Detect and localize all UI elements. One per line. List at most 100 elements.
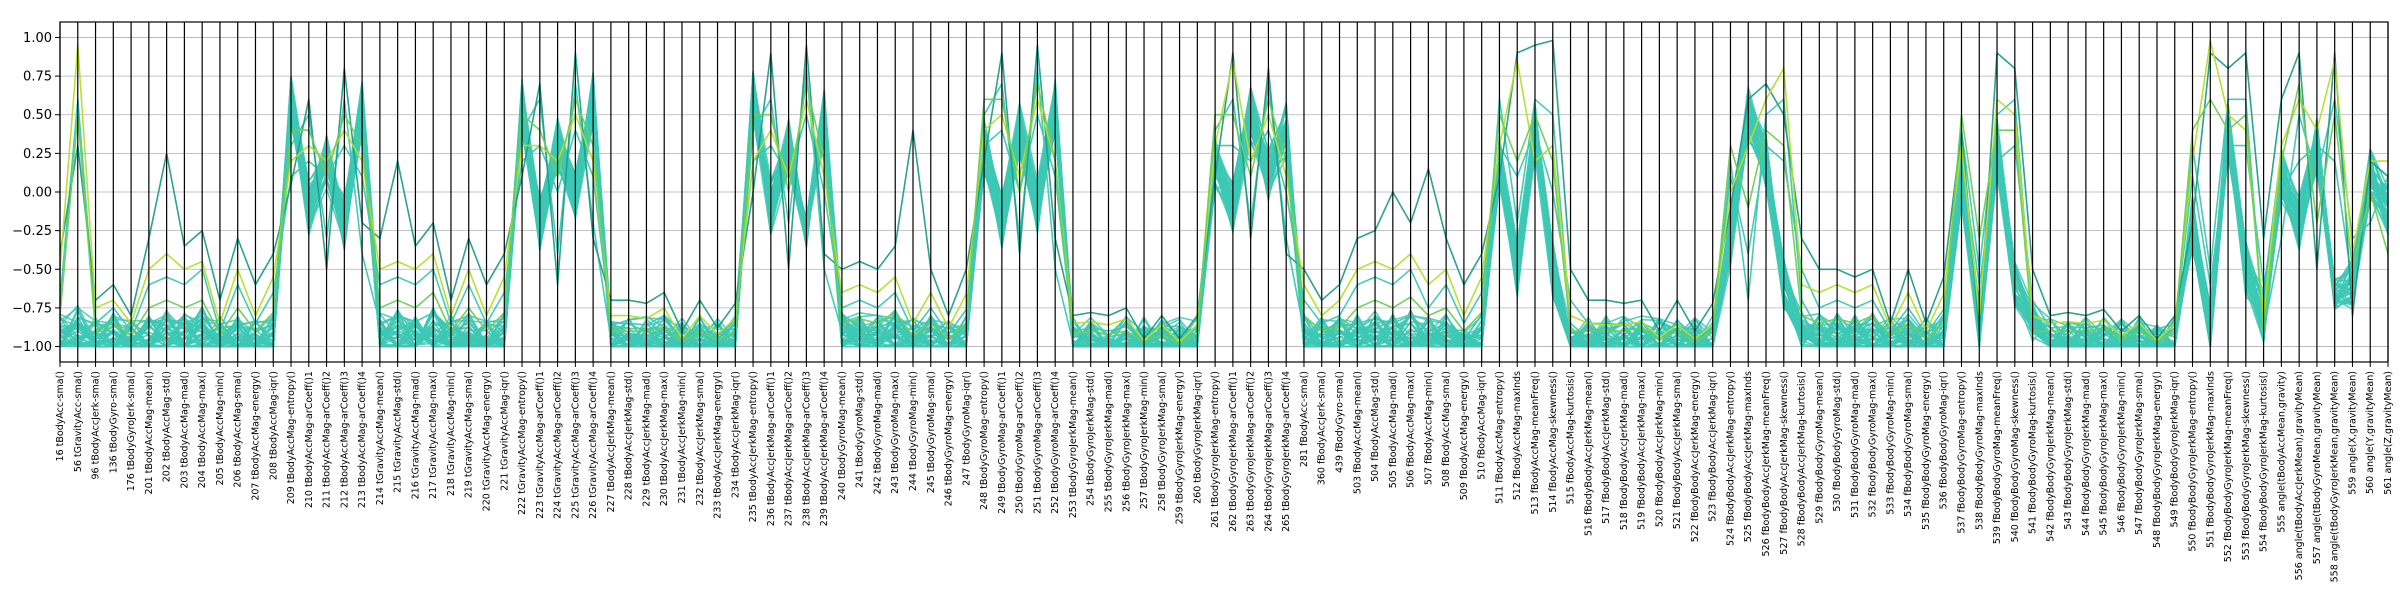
x-tick-label: 243 tBodyGyroMag-max() bbox=[890, 371, 901, 494]
x-tick-label: 528 fBodyBodyAccJerkMag-kurtosis() bbox=[1797, 371, 1808, 546]
x-tick-label: 555 angle(tBodyAccMean,gravity) bbox=[2276, 371, 2287, 533]
x-tick-label: 549 fBodyBodyGyroJerkMag-iqr() bbox=[2170, 371, 2181, 527]
x-tick-label: 542 fBodyBodyGyroJerkMag-mean() bbox=[2045, 371, 2056, 542]
x-tick-label: 534 fBodyBodyGyroMag-sma() bbox=[1903, 371, 1914, 517]
x-tick-label: 253 tBodyGyroJerkMag-mean() bbox=[1068, 371, 1079, 518]
x-tick-label: 506 fBodyAccMag-max() bbox=[1406, 371, 1417, 488]
y-axis: 1.00 0.75 0.50 0.25 0.00 −0.25 −0.50 −0.75 −1.00 bbox=[12, 31, 60, 355]
x-tick-label: 524 fBodyBodyAccJerkMag-entropy() bbox=[1725, 371, 1736, 546]
series-line bbox=[59, 39, 2388, 343]
x-tick-label: 217 tGravityAccMag-max() bbox=[428, 371, 439, 499]
series-line bbox=[59, 98, 2389, 345]
x-tick-label: 538 fBodyBodyGyroMag-maxInds bbox=[1974, 371, 1985, 530]
y-tick-label: −0.75 bbox=[12, 301, 52, 316]
x-tick-label: 522 fBodyBodyAccJerkMag-energy() bbox=[1690, 371, 1701, 542]
y-tick-label: −0.50 bbox=[12, 263, 52, 278]
x-tick-label: 219 tGravityAccMag-sma() bbox=[464, 371, 475, 498]
x-tick-label: 232 tBodyAccJerkMag-sma() bbox=[695, 371, 706, 506]
x-tick-label: 515 fBodyAccMag-kurtosis() bbox=[1566, 371, 1577, 504]
x-tick-label: 558 angle(tBodyGyroJerkMean,gravityMean) bbox=[2330, 371, 2341, 582]
x-tick-label: 222 tGravityAccMag-entropy() bbox=[517, 371, 528, 515]
x-tick-label: 224 tGravityAccMag-arCoeff()2 bbox=[553, 371, 564, 519]
x-tick-label: 260 tBodyGyroJerkMag-iqr() bbox=[1192, 371, 1203, 504]
y-tick-label: −1.00 bbox=[12, 340, 52, 355]
x-tick-label: 535 fBodyBodyGyroMag-energy() bbox=[1921, 371, 1932, 530]
x-tick-label: 252 tBodyGyroMag-arCoeff()4 bbox=[1050, 371, 1061, 514]
x-tick-label: 504 fBodyAccMag-std() bbox=[1370, 371, 1381, 482]
x-tick-label: 251 tBodyGyroMag-arCoeff()3 bbox=[1032, 371, 1043, 514]
x-tick-label: 550 fBodyBodyGyroJerkMag-entropy() bbox=[2188, 371, 2199, 552]
x-tick-label: 227 tBodyAccJerkMag-mean() bbox=[606, 371, 617, 513]
x-tick-label: 233 tBodyAccJerkMag-energy() bbox=[713, 371, 724, 519]
x-tick-label: 263 tBodyGyroJerkMag-arCoeff()2 bbox=[1246, 371, 1257, 532]
series-line bbox=[59, 98, 2389, 346]
x-tick-label: 255 tBodyGyroJerkMag-mad() bbox=[1103, 371, 1114, 512]
x-tick-label: 281 fBodyAcc-sma() bbox=[1299, 371, 1310, 467]
x-tick-label: 211 tBodyAccMag-arCoeff()2 bbox=[322, 371, 333, 508]
x-tick-label: 202 tBodyAccMag-std() bbox=[162, 371, 173, 482]
x-tick-label: 560 angle(Y,gravityMean) bbox=[2365, 371, 2376, 494]
x-tick-label: 514 fBodyAccMag-skewness() bbox=[1548, 371, 1559, 513]
x-tick-label: 533 fBodyBodyGyroMag-min() bbox=[1885, 371, 1896, 515]
x-tick-label: 136 tBodyGyro-sma() bbox=[108, 371, 119, 473]
x-tick-label: 262 tBodyGyroJerkMag-arCoeff()1 bbox=[1228, 371, 1239, 532]
y-tick-label: 0.50 bbox=[23, 108, 52, 123]
x-tick-label: 56 tGravityAcc-sma() bbox=[73, 371, 84, 472]
x-tick-label: 242 tBodyGyroMag-mad() bbox=[872, 371, 883, 494]
x-tick-label: 176 tBodyGyroJerk-sma() bbox=[126, 371, 137, 491]
x-tick-label: 237 tBodyAccJerkMag-arCoeff()2 bbox=[784, 371, 795, 526]
x-tick-label: 215 tGravityAccMag-std() bbox=[393, 371, 404, 493]
x-tick-label: 513 fBodyAccMag-meanFreq() bbox=[1530, 371, 1541, 514]
x-tick-label: 553 fBodyBodyGyroJerkMag-skewness() bbox=[2241, 371, 2252, 560]
x-axis-labels: 16 tBodyAcc-sma() 56 tGravityAcc-sma() 96 … bbox=[55, 362, 2394, 582]
x-tick-label: 527 fBodyBodyAccJerkMag-skewness() bbox=[1779, 371, 1790, 555]
x-tick-label: 529 fBodyBodyGyroMag-mean() bbox=[1814, 371, 1825, 524]
x-tick-label: 439 fBodyGyro-sma() bbox=[1335, 371, 1346, 473]
x-tick-label: 220 tGravityAccMag-energy() bbox=[482, 371, 493, 511]
x-tick-label: 231 tBodyAccJerkMag-min() bbox=[677, 371, 688, 504]
x-tick-label: 517 fBodyBodyAccJerkMag-std() bbox=[1601, 371, 1612, 524]
x-tick-label: 221 tGravityAccMag-iqr() bbox=[499, 371, 510, 491]
x-tick-label: 545 fBodyBodyGyroJerkMag-max() bbox=[2099, 371, 2110, 536]
x-tick-label: 254 tBodyGyroJerkMag-std() bbox=[1086, 371, 1097, 506]
x-tick-label: 228 tBodyAccJerkMag-std() bbox=[624, 371, 635, 500]
x-tick-label: 201 tBodyAccMag-mean() bbox=[144, 371, 155, 494]
x-tick-label: 235 tBodyAccJerkMag-entropy() bbox=[748, 371, 759, 522]
x-tick-label: 525 fBodyBodyAccJerkMag-maxInds bbox=[1743, 371, 1754, 542]
x-tick-label: 248 tBodyGyroMag-entropy() bbox=[979, 371, 990, 510]
x-tick-label: 556 angle(tBodyAccJerkMean),gravityMean) bbox=[2294, 371, 2305, 580]
y-tick-label: 0.00 bbox=[23, 186, 52, 201]
x-tick-label: 216 tGravityAccMag-mad() bbox=[410, 371, 421, 499]
x-tick-label: 259 tBodyGyroJerkMag-energy() bbox=[1175, 371, 1186, 524]
x-tick-label: 537 fBodyBodyGyroMag-entropy() bbox=[1956, 371, 1967, 534]
x-tick-label: 532 fBodyBodyGyroMag-max() bbox=[1868, 371, 1879, 518]
x-tick-label: 554 fBodyBodyGyroJerkMag-kurtosis() bbox=[2259, 371, 2270, 552]
x-tick-label: 258 tBodyGyroJerkMag-sma() bbox=[1157, 371, 1168, 511]
x-tick-label: 552 fBodyBodyGyroJerkMag-meanFreq() bbox=[2223, 371, 2234, 562]
x-tick-label: 547 fBodyBodyGyroJerkMag-sma() bbox=[2134, 371, 2145, 535]
x-tick-label: 519 fBodyBodyAccJerkMag-max() bbox=[1637, 371, 1648, 530]
x-tick-label: 240 tBodyGyroMag-mean() bbox=[837, 371, 848, 500]
x-tick-label: 539 fBodyBodyGyroMag-meanFreq() bbox=[1992, 371, 2003, 544]
x-tick-label: 207 tBodyAccMag-energy() bbox=[250, 371, 261, 501]
x-tick-label: 206 tBodyAccMag-sma() bbox=[233, 371, 244, 488]
series-lines bbox=[59, 39, 2389, 348]
x-tick-label: 507 fBodyAccMag-min() bbox=[1423, 371, 1434, 485]
x-tick-label: 531 fBodyBodyGyroMag-mad() bbox=[1850, 371, 1861, 518]
x-tick-label: 516 fBodyBodyAccJerkMag-mean() bbox=[1583, 371, 1594, 536]
x-tick-label: 512 fBodyAccMag-maxInds bbox=[1512, 371, 1523, 500]
series-line bbox=[59, 83, 2389, 345]
x-tick-label: 256 tBodyGyroJerkMag-max() bbox=[1121, 371, 1132, 512]
x-tick-label: 543 fBodyBodyGyroJerkMag-std() bbox=[2063, 371, 2074, 530]
y-tick-label: 1.00 bbox=[23, 31, 52, 46]
x-tick-label: 229 tBodyAccJerkMag-mad() bbox=[641, 371, 652, 507]
x-tick-label: 213 tBodyAccMag-arCoeff()4 bbox=[357, 371, 368, 508]
x-tick-label: 265 tBodyGyroJerkMag-arCoeff()4 bbox=[1281, 371, 1292, 532]
x-tick-label: 521 fBodyBodyAccJerkMag-sma() bbox=[1672, 371, 1683, 529]
x-tick-label: 264 tBodyGyroJerkMag-arCoeff()3 bbox=[1263, 371, 1274, 532]
x-tick-label: 16 tBodyAcc-sma() bbox=[55, 371, 66, 461]
x-tick-label: 505 fBodyAccMag-mad() bbox=[1388, 371, 1399, 488]
x-tick-label: 557 angle(tBodyGyroMean,gravityMean) bbox=[2312, 371, 2323, 564]
x-tick-label: 238 tBodyAccJerkMag-arCoeff()3 bbox=[801, 371, 812, 526]
